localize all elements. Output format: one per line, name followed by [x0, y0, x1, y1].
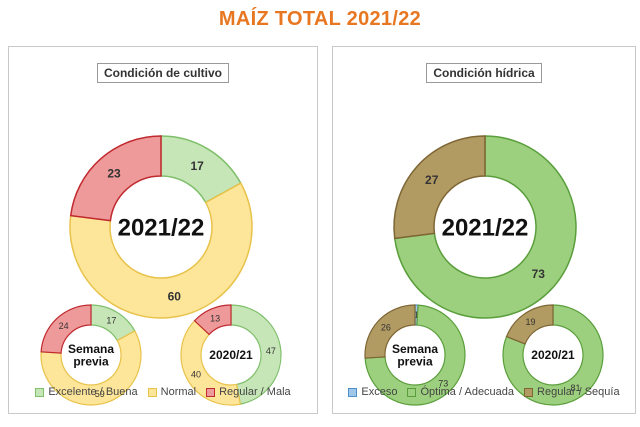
legend-swatch — [348, 387, 358, 397]
data-label: 27 — [425, 173, 439, 187]
donut-center-label: previa — [73, 355, 109, 369]
panel-title-cultivo: Condición de cultivo — [96, 63, 229, 83]
donut-charts-hidrica: 073272021/2217326Semanaprevia081192020/2… — [364, 135, 604, 406]
donut-center-label: 2021/22 — [118, 214, 205, 241]
legend-label: Óptima / Adecuada — [420, 386, 515, 398]
legend-label: Regular / Mala — [219, 386, 291, 398]
data-label: 59 — [95, 389, 105, 399]
data-label: 23 — [107, 167, 121, 181]
data-label: 60 — [168, 290, 182, 304]
legend-item: Regular / Sequía — [524, 386, 620, 398]
data-label: 19 — [526, 317, 536, 327]
donut-center-label: Semana — [68, 342, 114, 356]
donut-center-label: 2021/22 — [442, 214, 529, 241]
donut-slice — [505, 304, 554, 345]
data-label: 47 — [266, 346, 276, 356]
donut-slice — [69, 135, 162, 222]
donut-slice — [393, 135, 577, 319]
legend-label: Regular / Sequía — [537, 386, 620, 398]
legend-swatch — [524, 387, 534, 397]
data-label: 73 — [438, 378, 448, 388]
donut-center-label: 2020/21 — [531, 348, 575, 362]
donut-slice — [364, 304, 466, 406]
data-label: 26 — [381, 323, 391, 333]
legend-label: Normal — [160, 386, 197, 398]
legend-hidrica: Exceso Óptima / Adecuada Regular / Sequía — [333, 386, 635, 398]
data-label: 24 — [59, 321, 69, 331]
page-title: MAÍZ TOTAL 2021/22 — [218, 8, 422, 30]
donut-slice — [393, 135, 486, 240]
donut-slice — [40, 304, 92, 354]
legend-item: Óptima / Adecuada — [407, 386, 514, 398]
legend-cultivo: Excelente / Buena Normal Regular / Mala — [9, 386, 317, 398]
donut-slice — [230, 304, 282, 405]
data-label: 17 — [106, 316, 116, 326]
legend-label: Exceso — [361, 386, 398, 398]
legend-swatch — [407, 387, 417, 397]
legend-swatch — [147, 387, 157, 397]
donut-slice — [69, 182, 253, 319]
donut-slice — [502, 304, 604, 406]
legend-item: Regular / Mala — [206, 386, 291, 398]
data-label: 17 — [190, 159, 204, 173]
legend-label: Excelente / Buena — [48, 386, 138, 398]
legend-swatch — [206, 387, 216, 397]
donut-slice — [193, 304, 232, 336]
legend-item: Normal — [147, 386, 197, 398]
legend-item: Exceso — [348, 386, 397, 398]
donut-center-label: previa — [397, 355, 433, 369]
donut-center-label: 2020/21 — [209, 348, 253, 362]
data-label: 13 — [210, 313, 220, 323]
donut-slice — [364, 304, 416, 359]
data-label: 1 — [414, 310, 419, 320]
data-label: 73 — [532, 267, 546, 281]
data-label: 40 — [191, 369, 201, 379]
donut-center-label: Semana — [392, 342, 438, 356]
panel-condicion-hidrica: Condición hídrica 073272021/2217326Seman… — [332, 46, 636, 414]
legend-swatch — [35, 387, 45, 397]
legend-item: Excelente / Buena — [35, 386, 138, 398]
panel-condicion-cultivo: Condición de cultivo 17 60 23 2021/22 17 59 24… — [8, 46, 318, 414]
donut-slice — [180, 319, 242, 406]
donut-slice — [40, 330, 142, 406]
data-label: 81 — [570, 383, 580, 393]
panel-title-hidrica: Condición hídrica — [426, 63, 542, 83]
